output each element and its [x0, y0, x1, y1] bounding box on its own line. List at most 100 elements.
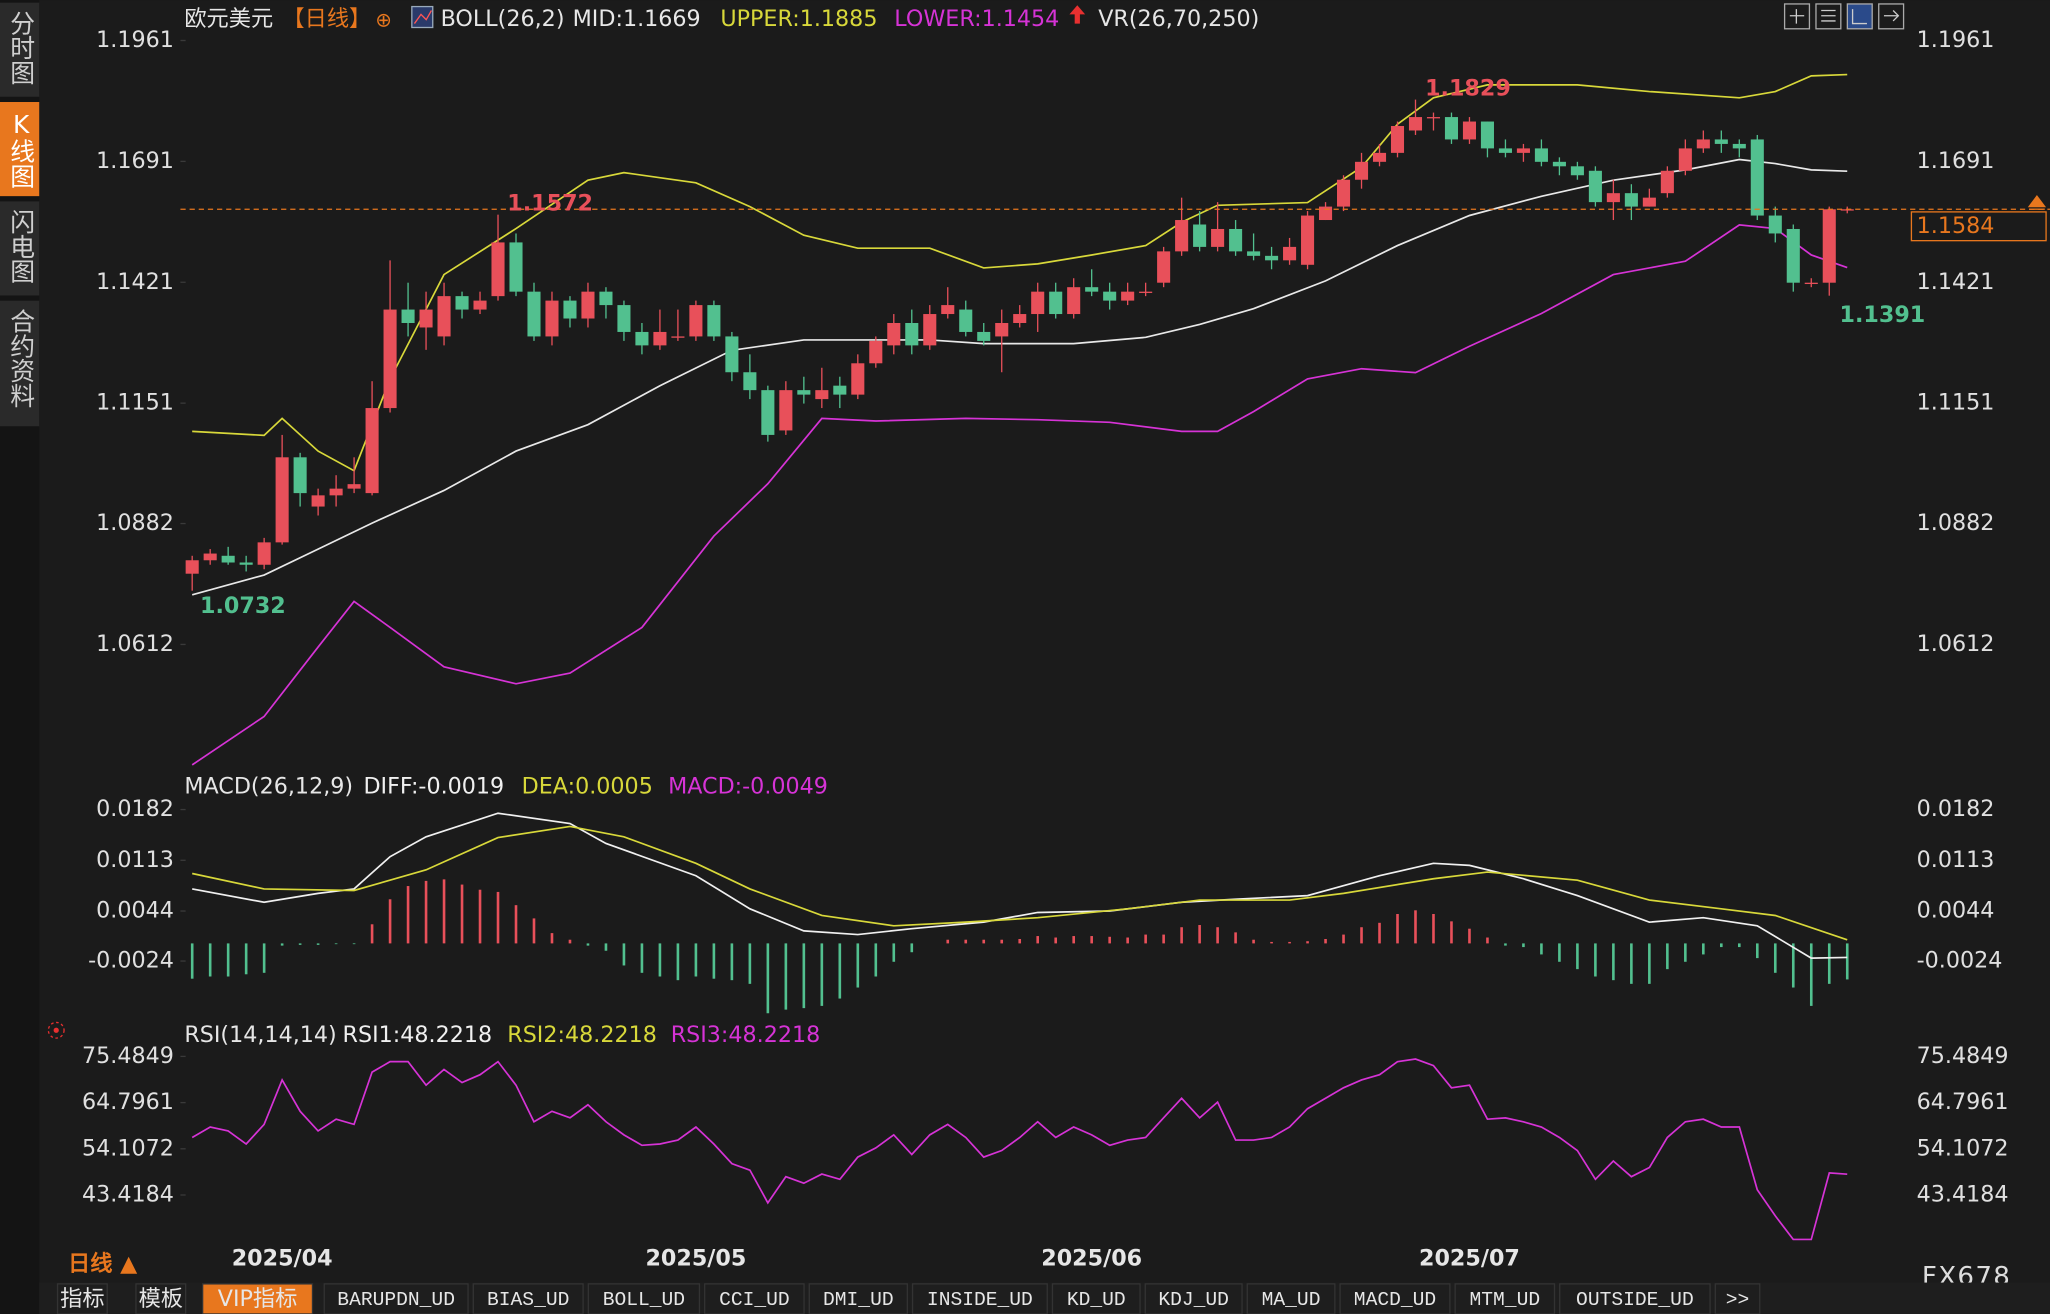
icon-glyph [1789, 9, 1900, 25]
candle-body [239, 562, 253, 565]
indicator-name[interactable]: BOLL(26,2) [441, 6, 565, 32]
indicator-name[interactable]: VR(26,70,250) [1098, 6, 1259, 32]
candle-body [275, 457, 289, 543]
bottom-tab[interactable]: MTM_UD [1470, 1289, 1541, 1311]
tab-bg[interactable] [808, 1283, 908, 1314]
candle-body [1390, 126, 1405, 153]
indicator-name[interactable]: MACD(26,12,9) [184, 774, 353, 800]
toolbar-icons[interactable] [1783, 3, 1905, 30]
tab-bg[interactable] [1454, 1283, 1556, 1314]
y-tick-label: 1.0612 [96, 631, 174, 657]
tab-bg[interactable] [1246, 1283, 1336, 1314]
tab-bg[interactable] [1714, 1283, 1761, 1314]
boll-line [191, 224, 1848, 766]
candle-body [347, 484, 361, 489]
candle-body [1768, 215, 1782, 234]
add-icon[interactable]: ⊕ [375, 8, 391, 31]
candle-body [995, 322, 1009, 337]
side-tab[interactable]: 分时图 [7, 10, 36, 85]
bottom-tab[interactable]: DMI_UD [823, 1289, 894, 1311]
bottom-tab[interactable]: 指标 [60, 1286, 104, 1312]
bottom-tab[interactable]: MA_UD [1262, 1289, 1321, 1311]
icon[interactable] [1815, 3, 1842, 30]
tab-bg[interactable] [0, 2, 40, 97]
candle-body [293, 457, 307, 494]
candle-body [1552, 161, 1566, 167]
candle-body [923, 314, 937, 346]
candle-body [527, 291, 541, 337]
extreme-label: 1.0732 [200, 593, 286, 619]
legend-item: DIFF:-0.0019 [363, 774, 504, 800]
tab-bg-active[interactable] [0, 102, 40, 197]
bottom-tab[interactable]: VIP指标 [218, 1286, 298, 1312]
tab-bg[interactable] [472, 1283, 584, 1314]
icon[interactable] [1878, 3, 1905, 30]
tab-bg[interactable] [0, 201, 40, 296]
candle-body [1570, 166, 1584, 176]
bottom-tab[interactable]: KD_UD [1067, 1289, 1126, 1311]
candle-body [1534, 148, 1548, 162]
bottom-tab[interactable]: MACD_UD [1354, 1289, 1436, 1311]
side-tab-active[interactable]: K线图 [7, 110, 36, 189]
period[interactable]: 【日线】 [282, 6, 371, 32]
tab-active-bg[interactable] [201, 1283, 314, 1314]
bottom-tab[interactable]: BIAS_UD [487, 1289, 569, 1311]
y-tick-label-right: 43.4184 [1917, 1181, 2009, 1207]
period-switch[interactable]: 日线 ▲ [68, 1250, 138, 1277]
y-tick-label: 1.1961 [96, 27, 174, 53]
candle-body [1426, 117, 1441, 119]
candle-body [1480, 121, 1494, 149]
tab-bg[interactable] [56, 1283, 108, 1314]
y-tick-label-right: 1.0612 [1917, 631, 1995, 657]
side-tab[interactable]: 闪电图 [7, 209, 36, 284]
candle-body [1498, 148, 1512, 153]
tab-bg[interactable] [323, 1283, 469, 1314]
candle-body [1336, 179, 1351, 207]
tab-bg[interactable] [0, 300, 40, 427]
bottom-tab[interactable]: 模板 [139, 1286, 183, 1312]
candle-body [1822, 209, 1836, 283]
y-tick-label-right: 1.1421 [1917, 269, 1995, 295]
candle-body [1175, 220, 1189, 252]
bottom-tab[interactable]: OUTSIDE_UD [1576, 1289, 1694, 1311]
settings-icon[interactable] [47, 1021, 65, 1039]
y-tick-label-right: 54.1072 [1917, 1135, 2009, 1161]
candle-body [419, 309, 433, 328]
candle-body [1283, 246, 1297, 261]
candle-body [599, 291, 613, 306]
candle-body [1301, 215, 1315, 265]
x-tick-label: 2025/04 [232, 1246, 333, 1272]
price-tag [1910, 211, 2047, 242]
bottom-tab[interactable]: >> [1726, 1289, 1750, 1311]
candle-body [455, 296, 469, 310]
indicator-name[interactable]: RSI(14,14,14) [184, 1022, 336, 1048]
icon[interactable] [1846, 3, 1873, 30]
candle-body [1408, 117, 1423, 131]
tab-bg[interactable] [911, 1283, 1048, 1314]
bottom-tab[interactable]: BARUPDN_UD [337, 1289, 455, 1311]
candle-body [1121, 291, 1135, 301]
icon[interactable] [1783, 3, 1811, 30]
price-tag-label: 1.1584 [1917, 213, 1995, 239]
candle-body [1804, 282, 1818, 285]
bottom-tab[interactable]: CCI_UD [719, 1289, 790, 1311]
candle-body [959, 309, 973, 332]
bottom-tab[interactable]: BOLL_UD [603, 1289, 685, 1311]
candle-body [1085, 287, 1099, 292]
tab-bg[interactable] [587, 1283, 701, 1314]
rsi-line [191, 1058, 1848, 1241]
candle-body [815, 390, 829, 400]
legend-item: RSI2:48.2218 [507, 1022, 657, 1048]
tab-bg[interactable] [1051, 1283, 1141, 1314]
bottom-tab[interactable]: INSIDE_UD [927, 1289, 1033, 1311]
candle-body [1211, 228, 1225, 247]
candle-body [617, 305, 631, 332]
sidebar [0, 0, 40, 1314]
side-tab[interactable]: 合约资料 [7, 308, 36, 408]
candle-body [689, 305, 703, 337]
legend-item: LOWER:1.1454 [894, 6, 1059, 32]
tab-bg[interactable] [1559, 1283, 1711, 1314]
bottom-tab[interactable]: KDJ_UD [1158, 1289, 1229, 1311]
candle-body [1696, 139, 1710, 149]
candle-body [851, 363, 865, 395]
